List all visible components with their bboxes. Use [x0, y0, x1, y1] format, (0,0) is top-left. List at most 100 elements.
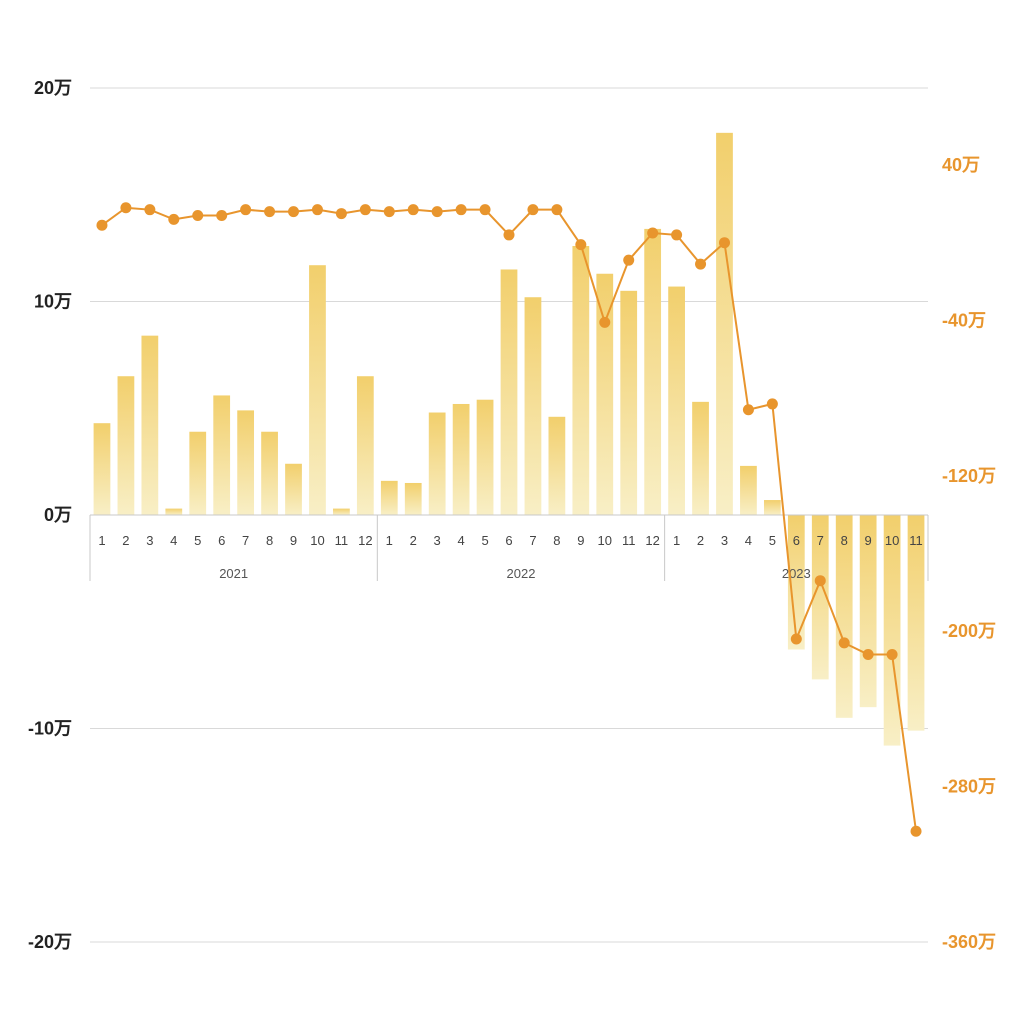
x-tick-label-month: 2: [697, 533, 704, 548]
x-tick-label-month: 10: [310, 533, 324, 548]
x-tick-label-year: 2023: [782, 566, 811, 581]
bar: [859, 515, 877, 708]
x-tick-label-month: 6: [218, 533, 225, 548]
x-tick-label-month: 5: [194, 533, 201, 548]
line-point: [718, 237, 730, 249]
bar: [476, 399, 494, 515]
right-axis-tick-label: -200万: [942, 621, 996, 641]
left-axis-tick-label: -20万: [28, 932, 72, 952]
line-point: [671, 229, 683, 241]
right-axis-tick-label: -360万: [942, 932, 996, 952]
x-tick-label-month: 10: [885, 533, 899, 548]
line-point: [407, 204, 419, 216]
x-tick-label-month: 8: [266, 533, 273, 548]
line-point: [551, 204, 563, 216]
bar: [117, 376, 135, 515]
bar: [548, 416, 566, 515]
line-point: [527, 204, 539, 216]
bar: [716, 132, 733, 515]
x-tick-label-month: 2: [410, 533, 417, 548]
line-point: [455, 204, 467, 216]
bar: [237, 410, 255, 515]
line-point: [431, 206, 443, 218]
bar: [285, 463, 302, 515]
x-axis: 1 2 3 4 5 6 7 8 9 10 11 12 1 2 3 4 5 6 7 8 9 10 11 12 1 2 3 4 5 6 7 8 9 1…: [89, 514, 929, 581]
line-point: [120, 202, 132, 214]
bar: [93, 423, 111, 515]
line-point: [288, 206, 300, 218]
line-point: [599, 316, 611, 328]
bar: [572, 245, 590, 516]
x-tick-label-year: 2022: [507, 566, 536, 581]
line-point: [766, 398, 778, 410]
x-tick-label-month: 5: [769, 533, 776, 548]
bar: [835, 515, 853, 718]
x-tick-label-month: 11: [622, 533, 636, 548]
line-point: [742, 404, 754, 416]
x-tick-label-month: 11: [335, 533, 349, 548]
x-tick-label-month: 6: [505, 533, 512, 548]
x-tick-label-month: 9: [290, 533, 297, 548]
x-tick-label-month: 11: [909, 533, 923, 548]
bar: [165, 508, 183, 515]
x-tick-label-month: 4: [170, 533, 177, 548]
x-tick-label-month: 1: [98, 533, 105, 548]
x-tick-label-month: 7: [242, 533, 249, 548]
bar: [620, 290, 638, 515]
line-point: [168, 213, 180, 225]
bar: [787, 515, 805, 650]
x-tick-label-month: 4: [457, 533, 464, 548]
line-point: [335, 208, 347, 220]
left-axis-tick-label: -10万: [28, 719, 72, 739]
right-axis-tick-label: -280万: [942, 777, 996, 797]
line-point: [503, 229, 515, 241]
x-tick-label-month: 7: [529, 533, 536, 548]
bar: [740, 465, 757, 515]
line-point: [695, 258, 707, 270]
line-point: [790, 633, 802, 645]
line-point: [359, 204, 371, 216]
x-tick-label-month: 3: [434, 533, 441, 548]
line-point: [862, 649, 874, 661]
x-tick-label-month: 12: [358, 533, 372, 548]
x-tick-label-month: 6: [793, 533, 800, 548]
line-point: [479, 204, 491, 216]
line-point: [647, 227, 659, 239]
left-axis: 20万 10万 0万 -10万 -20万: [28, 78, 72, 952]
line-point: [575, 239, 587, 251]
x-tick-label-month: 9: [865, 533, 872, 548]
bar: [668, 286, 685, 515]
line-point: [96, 219, 108, 231]
x-tick-label-month: 8: [841, 533, 848, 548]
left-axis-tick-label: 20万: [34, 78, 72, 98]
line-point: [144, 204, 156, 216]
bar: [261, 431, 278, 515]
x-tick-label-month: 2: [122, 533, 129, 548]
x-tick-label-month: 3: [721, 533, 728, 548]
right-axis: 40万 -40万 -120万 -200万 -280万 -360万: [942, 155, 996, 952]
bar: [644, 228, 662, 515]
bar: [500, 269, 518, 515]
bar: [380, 480, 398, 515]
x-tick-label-month: 9: [577, 533, 584, 548]
bar: [907, 515, 925, 731]
left-axis-tick-label: 10万: [34, 292, 72, 312]
right-axis-tick-label: -40万: [942, 310, 986, 330]
right-axis-tick-label: 40万: [942, 155, 980, 175]
bar: [356, 376, 374, 515]
bar: [692, 401, 709, 515]
x-tick-label-month: 3: [146, 533, 153, 548]
x-tick-label-month: 8: [553, 533, 560, 548]
bar: [596, 273, 614, 515]
bar: [333, 508, 350, 515]
x-tick-label-month: 10: [598, 533, 612, 548]
x-tick-label-month: 1: [673, 533, 680, 548]
line-point: [838, 637, 850, 649]
line-point: [192, 210, 204, 222]
x-tick-label-month: 12: [645, 533, 659, 548]
left-axis-tick-label: 0万: [44, 505, 72, 525]
bar: [811, 515, 829, 680]
line-point: [814, 575, 826, 587]
bar-series: [93, 132, 925, 746]
